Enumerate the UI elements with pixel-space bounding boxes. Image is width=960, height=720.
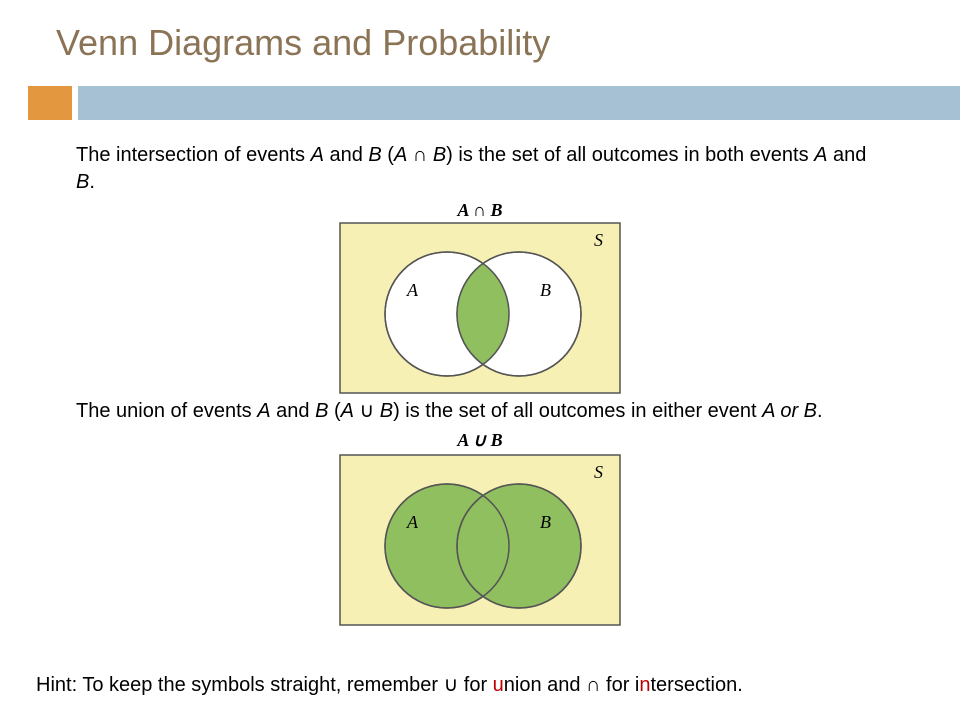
t: . [89, 171, 95, 193]
t: and [324, 144, 368, 166]
t: and [827, 144, 866, 166]
exprA: A [394, 144, 407, 166]
B2: B [76, 171, 89, 193]
accent-bar [78, 86, 960, 120]
A2: A [814, 144, 827, 166]
intersection-text: The intersection of events A and B (A ∩ … [76, 142, 876, 196]
u-letter: u [493, 674, 504, 696]
n-letter: n [639, 674, 650, 696]
t: The union of events [76, 400, 257, 422]
union-venn: S A B [339, 454, 621, 626]
hint-text: Hint: To keep the symbols straight, reme… [36, 672, 743, 697]
t: nion and ∩ for i [504, 674, 640, 696]
t: ) is the set of all outcomes in both eve… [446, 144, 814, 166]
t: . [817, 400, 823, 422]
exprB: B [380, 400, 393, 422]
B: B [315, 400, 328, 422]
t: and [271, 400, 315, 422]
svg-text:A: A [406, 512, 419, 532]
intersection-venn: S A B [339, 222, 621, 394]
A: A [257, 400, 270, 422]
accent-block [28, 86, 72, 120]
t: ( [382, 144, 394, 166]
svg-text:B: B [540, 280, 551, 300]
t: tersection. [651, 674, 743, 696]
cap: ∩ [407, 144, 433, 166]
B2: B [804, 400, 817, 422]
exprA: A [341, 400, 354, 422]
svg-text:S: S [594, 230, 603, 250]
t: ) is the set of all outcomes in either e… [393, 400, 762, 422]
svg-text:B: B [540, 512, 551, 532]
svg-text:S: S [594, 462, 603, 482]
A: A [311, 144, 324, 166]
exprB: B [433, 144, 446, 166]
t: Hint: To keep the symbols straight, reme… [36, 674, 493, 696]
A2: A [762, 400, 775, 422]
svg-text:A: A [406, 280, 419, 300]
page-title: Venn Diagrams and Probability [56, 22, 550, 64]
union-label: A ∪ B [0, 430, 960, 451]
t: ( [328, 400, 340, 422]
t: The intersection of events [76, 144, 311, 166]
union-text: The union of events A and B (A ∪ B) is t… [76, 398, 906, 423]
or: or [775, 400, 804, 422]
intersection-label: A ∩ B [0, 200, 960, 221]
B: B [368, 144, 381, 166]
cup: ∪ [354, 400, 380, 422]
